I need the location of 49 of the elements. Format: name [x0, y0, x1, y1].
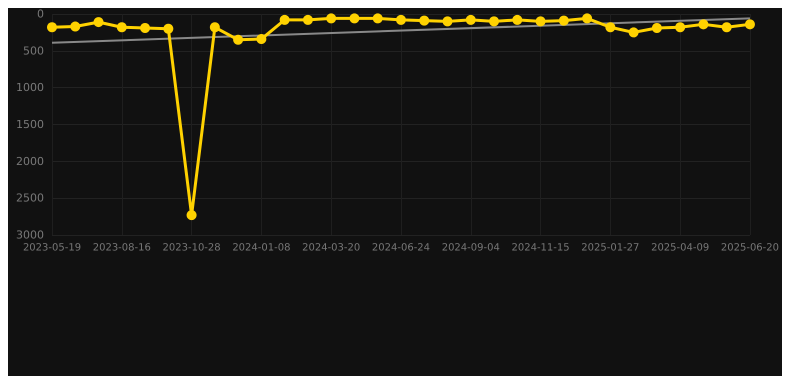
x-tick-label: 2023-05-19 — [22, 242, 82, 254]
point — [233, 34, 244, 45]
point — [558, 16, 569, 26]
point — [163, 24, 174, 34]
x-tick-label: 2024-09-04 — [442, 242, 500, 254]
point — [349, 13, 360, 24]
point — [94, 17, 104, 28]
x-tick-label: 2024-03-20 — [302, 242, 360, 254]
point — [186, 210, 197, 220]
x-tick-label: 2024-01-08 — [232, 242, 290, 254]
point — [256, 34, 266, 44]
point — [605, 22, 616, 32]
point — [302, 14, 313, 25]
y-tick-label: 2000 — [16, 154, 44, 168]
point — [372, 13, 383, 24]
point — [675, 22, 686, 32]
y-tick-label: 1500 — [16, 118, 44, 131]
point — [698, 19, 708, 30]
y-tick-label: 3000 — [16, 228, 44, 242]
point — [466, 14, 476, 25]
point — [70, 22, 80, 32]
point — [396, 14, 406, 25]
point — [512, 14, 522, 25]
x-tick-label: 2025-04-09 — [651, 242, 710, 254]
point — [210, 22, 220, 32]
point — [652, 23, 662, 33]
y-tick-label: 2500 — [16, 192, 44, 205]
y-tick-label: 0 — [37, 8, 44, 20]
point — [140, 23, 150, 33]
point — [419, 16, 430, 26]
point — [280, 14, 290, 25]
point — [326, 13, 336, 24]
y-tick-label: 1000 — [16, 81, 44, 94]
x-tick-label: 2025-06-20 — [720, 242, 780, 254]
point — [628, 27, 639, 38]
x-tick-label: 2025-01-27 — [581, 242, 640, 254]
y-tick-label: 500 — [23, 44, 44, 58]
x-tick-label: 2024-11-15 — [511, 242, 570, 254]
point — [442, 16, 452, 26]
point — [116, 22, 127, 32]
point — [744, 19, 755, 30]
point — [47, 22, 57, 32]
point — [536, 16, 546, 26]
point — [722, 22, 732, 32]
point — [582, 13, 592, 24]
x-tick-label: 2023-08-16 — [92, 242, 151, 254]
x-tick-label: 2023-10-28 — [162, 242, 221, 254]
point — [489, 16, 500, 26]
x-tick-label: 2024-06-24 — [372, 242, 430, 254]
